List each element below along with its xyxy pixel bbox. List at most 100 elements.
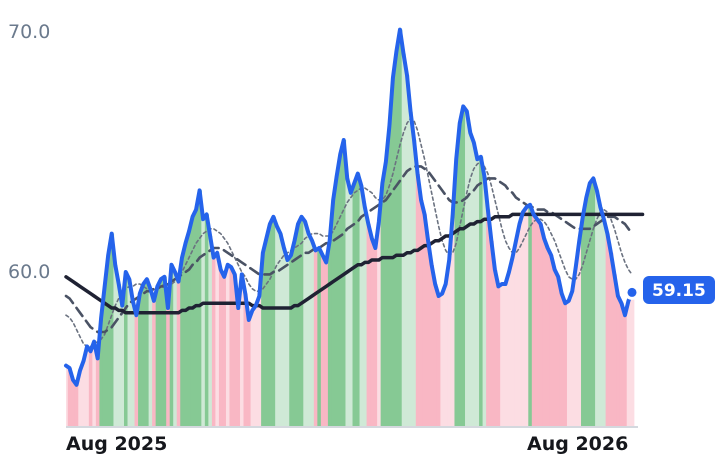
trend-fill-bar — [236, 308, 241, 427]
trend-fill-bar — [468, 132, 473, 428]
trend-fill-bar — [275, 226, 280, 427]
trend-fill-bar — [208, 236, 213, 427]
trend-fill-bar — [338, 154, 343, 427]
trend-fill-bar — [408, 111, 413, 427]
trend-fill-bar — [173, 272, 178, 427]
trend-fill-bar — [282, 248, 287, 427]
trend-fill-bar — [92, 341, 97, 427]
trend-fill-bar — [345, 178, 350, 427]
trend-fill-bar — [475, 159, 480, 427]
trend-fill-bar — [605, 233, 610, 427]
trend-fill-bar — [436, 296, 442, 427]
trend-fill-bar — [138, 293, 143, 427]
trend-fill-bar — [373, 248, 378, 427]
trend-fill-bar — [180, 257, 185, 427]
ma-long-line — [64, 212, 645, 315]
trend-fill-bar — [524, 207, 529, 427]
price-line — [64, 27, 634, 387]
trend-fill-bar — [155, 286, 160, 427]
trend-fill-bar — [85, 346, 90, 427]
trend-fill-bar — [254, 305, 259, 427]
trend-fill-bar — [116, 284, 122, 427]
trend-fill-bar — [514, 240, 519, 427]
trend-fill-bar — [324, 262, 329, 427]
trend-fill-bar — [479, 156, 484, 428]
trend-fill-bar — [370, 238, 375, 427]
trend-fill-bar — [443, 284, 449, 427]
trend-fill-bar — [359, 185, 364, 427]
trend-fill-bar — [489, 240, 494, 427]
trend-fill-bar — [306, 233, 311, 427]
trend-fill-bar — [95, 358, 100, 427]
trend-fill-bar — [120, 305, 125, 427]
trend-fill-bar — [609, 252, 614, 427]
trend-fill-bar — [377, 221, 382, 427]
trend-fill-bar — [457, 123, 463, 427]
trend-fill-bar — [134, 315, 139, 427]
trend-fill-bar — [570, 291, 575, 427]
trend-fill-bar — [595, 190, 600, 427]
trend-fill-bar — [531, 214, 536, 427]
trend-fill-bar — [380, 183, 385, 427]
trend-fill-bar — [243, 293, 248, 427]
trend-fill-bar — [296, 224, 301, 427]
x-tick-label: Aug 2026 — [527, 433, 628, 455]
trend-fill-bar — [401, 53, 406, 427]
trend-fill-bar — [387, 125, 392, 427]
trend-fill-bar — [577, 240, 582, 427]
trend-fill-bar — [197, 190, 202, 427]
last-value-marker: 59.15 — [643, 276, 715, 304]
trend-fill-bar — [566, 300, 572, 427]
trend-fill-bar — [559, 293, 565, 427]
trend-fill-bar — [349, 192, 354, 427]
y-tick-label: 70.0 — [8, 21, 50, 43]
trend-fill-bar — [591, 178, 596, 427]
trend-fill-bar — [271, 216, 276, 427]
trend-fill-bar — [159, 279, 164, 427]
trend-fill-bar — [113, 264, 118, 427]
trend-fill-area — [66, 29, 635, 428]
trend-fill-bar — [573, 267, 579, 427]
trend-fill-bar — [394, 51, 399, 427]
trend-fill-bar — [215, 252, 220, 427]
trend-fill-bar — [268, 224, 273, 427]
trend-fill-bar — [204, 214, 209, 427]
trend-fill-bar — [292, 240, 297, 427]
trend-fill-bar — [264, 238, 269, 427]
trend-fill-bar — [162, 276, 167, 427]
trend-fill-bar — [148, 288, 153, 427]
trend-fill-bar — [472, 142, 477, 427]
trend-fill-bar — [384, 161, 389, 427]
trend-fill-bar — [127, 279, 132, 427]
trend-fill-bar — [194, 209, 199, 427]
trend-fill-bar — [493, 269, 498, 427]
trend-fill-bar — [440, 293, 445, 427]
trend-fill-bar — [334, 176, 340, 427]
trend-fill-bar — [341, 140, 347, 427]
trend-fill-bar — [429, 264, 434, 427]
trend-fill-bar — [366, 224, 371, 427]
trend-fill-bar — [538, 224, 543, 427]
trend-fill-bar — [211, 257, 217, 427]
trend-fill-bar — [152, 300, 157, 427]
trend-fill-bar — [303, 221, 308, 427]
trend-fill-bar — [542, 238, 547, 427]
trend-fill-bar — [363, 207, 368, 427]
series-lines — [64, 27, 645, 387]
trend-fill-bar — [229, 267, 234, 427]
trend-fill-bar — [313, 250, 318, 427]
trend-fill-bar — [626, 300, 631, 427]
trend-fill-bar — [187, 231, 192, 427]
trend-fill-bar — [169, 264, 174, 427]
trend-fill-bar — [78, 370, 83, 427]
trend-fill-bar — [124, 272, 129, 427]
trend-fill-bar — [556, 276, 561, 427]
trend-fill-bar — [598, 207, 603, 427]
trend-fill-bar — [398, 29, 403, 427]
trend-fill-bar — [450, 214, 456, 427]
trend-fill-bar — [88, 351, 93, 427]
trend-fill-bar — [486, 209, 491, 427]
trend-fill-bar — [317, 248, 322, 427]
trend-fill-bar — [549, 255, 554, 427]
trend-fill-bar — [67, 368, 72, 427]
